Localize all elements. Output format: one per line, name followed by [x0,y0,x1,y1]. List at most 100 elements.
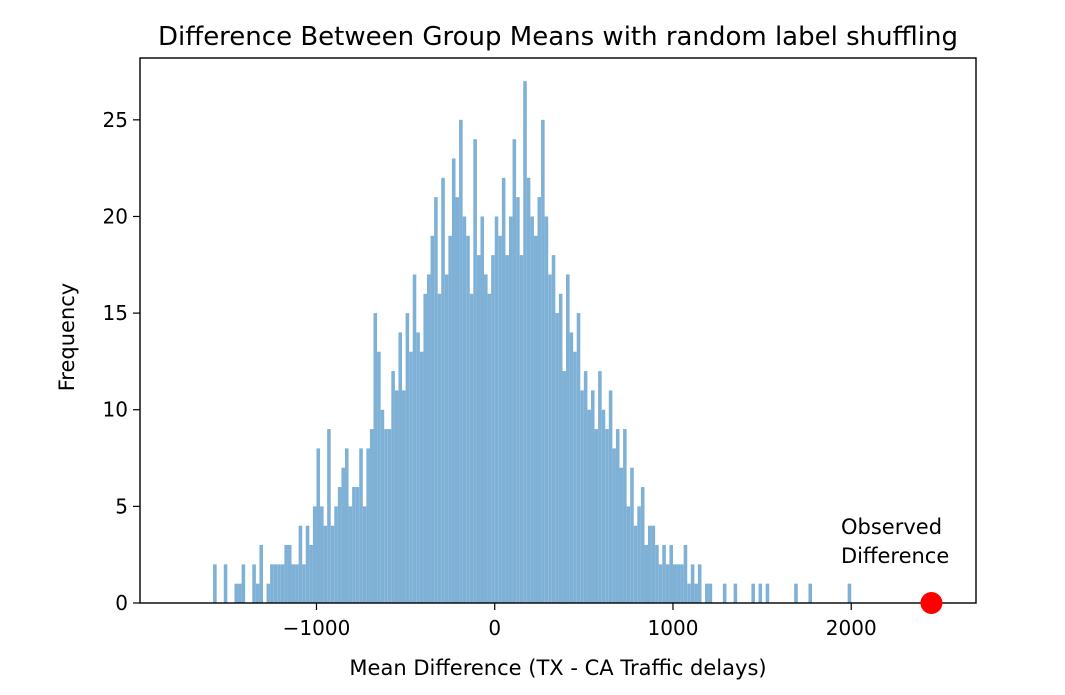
histogram-bar [544,216,549,604]
histogram-bar [266,583,271,603]
histogram-bar [291,564,296,603]
histogram-bar [255,583,260,603]
y-tick-label: 20 [103,204,128,228]
histogram-bar [455,197,460,603]
histogram-bar [705,583,709,603]
histogram-bar [505,255,509,603]
histogram-bar [537,197,542,603]
histogram-bar [580,390,584,603]
histogram-bar [733,583,738,603]
histogram-bar [484,274,488,603]
x-tick-label: 0 [488,616,501,640]
histogram-bar [334,506,338,603]
histogram-bar [462,216,467,604]
histogram-bar [530,216,534,604]
histogram-bar [672,564,677,603]
y-tick-label: 5 [115,494,128,518]
histogram-bar [680,564,684,603]
histogram-bar [441,177,445,603]
y-axis-ticks: 0 5 10 15 20 25 [103,108,140,615]
histogram-bar [327,429,331,603]
histogram-bar [533,235,538,604]
histogram-bar [323,525,328,603]
plot-area-frame [139,57,977,604]
histogram-bar [655,545,659,603]
y-tick-label: 15 [103,301,128,325]
histogram-bar [238,583,242,603]
histogram-bar [687,583,691,603]
histogram-bar [694,583,698,603]
x-axis-ticks: −1000 0 1000 2000 [283,603,877,640]
histogram-bar [480,216,485,604]
histogram-bar [312,506,317,603]
histogram-bar [501,177,506,603]
histogram-bar [355,487,360,603]
histogram-bar [366,448,370,603]
histogram-bar [526,177,531,603]
histogram-bar [648,525,652,603]
histogram-bar [277,564,281,603]
histogram-bar [619,467,624,603]
histogram-bar [419,351,424,603]
chart-title: Difference Between Group Means with rand… [158,22,958,52]
histogram-bar [576,313,581,603]
histogram-bar [412,274,417,603]
histogram-bar [380,409,385,603]
histogram-bar [409,351,413,603]
histogram-bar [476,255,481,603]
histogram-bar [459,119,463,603]
histogram-bar [590,390,595,603]
histogram-bar [605,429,609,603]
histogram-bar [494,216,499,604]
histogram-bar [587,409,591,603]
histogram-bar [416,332,420,603]
histogram-bar [398,332,403,603]
histogram-bar [437,293,442,603]
histogram-bar [644,545,649,603]
histogram-bar [434,197,438,603]
histogram-bar [391,371,395,603]
histogram-bar [377,351,381,603]
histogram-bar [252,564,256,603]
histogram-bar [487,293,492,603]
histogram-bar [594,429,599,603]
histogram-bar [608,390,613,603]
histogram-bar [473,139,477,604]
histogram-bar [519,255,524,603]
y-tick-label: 25 [103,108,128,132]
histogram-bar [298,525,303,603]
y-tick-label: 10 [103,398,128,422]
histogram-bar [280,564,285,603]
histogram-bar [362,506,367,603]
x-axis-label: Mean Difference (TX - CA Traffic delays) [349,656,766,680]
histogram-bar [708,583,713,603]
histogram-bar [305,525,310,603]
histogram-bar [444,274,449,603]
histogram-bar [448,235,452,604]
histogram-bar [601,409,606,603]
histogram-bar [223,564,228,603]
histogram-bar [316,448,321,603]
histogram-bar [569,332,574,603]
histogram-bar [758,583,763,603]
histogram-bar [598,371,602,603]
histogram-bar [491,255,495,603]
histogram-bar [612,448,616,603]
histogram-bar [273,564,278,603]
histogram-bar [344,448,349,603]
histogram-bar [808,583,813,603]
histogram-bar [662,545,666,603]
histogram-bar [330,525,335,603]
histogram-bar [651,525,656,603]
histogram-bar [541,119,545,603]
observed-difference-point [920,592,943,614]
histogram-bar [512,139,517,604]
histogram-bar [359,448,363,603]
histogram-bar [583,371,588,603]
histogram-bar [284,545,288,603]
y-tick-label: 0 [115,591,128,615]
histogram-bar [469,293,474,603]
histogram-bar [337,487,342,603]
histogram-bar [658,564,663,603]
